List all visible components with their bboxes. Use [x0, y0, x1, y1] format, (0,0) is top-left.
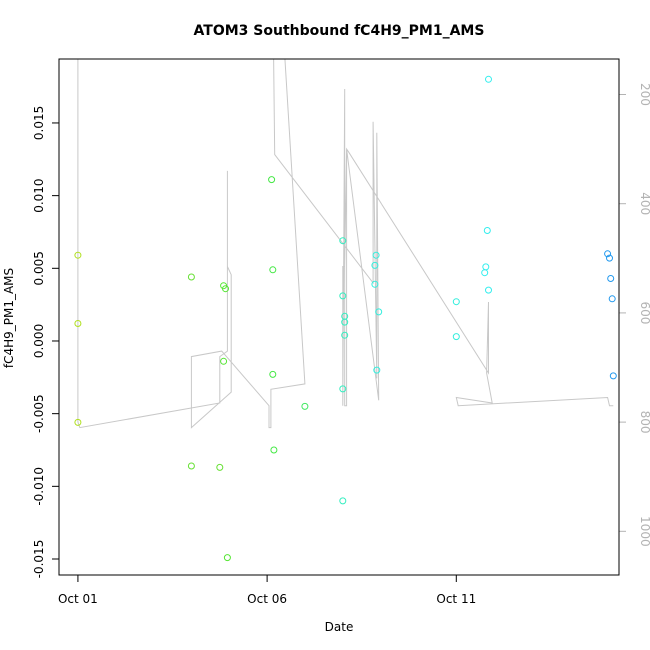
data-point: [482, 263, 490, 271]
y-tick-label: -0.015: [32, 540, 46, 579]
data-point: [187, 462, 195, 470]
data-point: [270, 446, 278, 454]
data-point: [375, 308, 383, 316]
data-point: [452, 333, 460, 341]
data-point: [301, 402, 309, 410]
y2-tick-label: 200: [638, 83, 650, 106]
plot-area-frame: [58, 58, 620, 576]
data-point: [339, 292, 347, 300]
data-point: [339, 237, 347, 245]
data-point: [481, 269, 489, 277]
y2-tick-label: 800: [638, 411, 650, 434]
y2-tick-label: 600: [638, 301, 650, 324]
data-point: [452, 298, 460, 306]
data-point: [485, 75, 492, 83]
data-point: [269, 266, 277, 274]
y2-tick-label: 400: [638, 192, 650, 215]
y-tick-label: -0.005: [32, 394, 46, 433]
data-point: [220, 357, 228, 365]
data-point: [372, 251, 380, 259]
data-points-layer: [74, 75, 617, 562]
chart-title: ATOM3 Southbound fC4H9_PM1_AMS: [194, 23, 485, 39]
y-tick-label: 0.015: [32, 106, 46, 140]
data-point: [223, 554, 231, 562]
data-point: [268, 176, 276, 184]
y-tick-label: 0.010: [32, 178, 46, 212]
data-point: [485, 286, 492, 294]
data-point: [222, 285, 229, 293]
y2-tick-label: 1000: [638, 516, 650, 547]
data-point: [269, 370, 277, 378]
data-point: [606, 254, 613, 262]
altitude-line: [77, 59, 614, 429]
altitude-line-layer: [77, 59, 614, 429]
x-tick-label: Oct 11: [436, 592, 476, 606]
data-point: [341, 331, 349, 339]
data-point: [608, 295, 616, 303]
data-point: [483, 227, 491, 234]
data-point: [74, 251, 82, 259]
y-tick-label: -0.010: [32, 467, 46, 506]
data-point: [339, 497, 347, 505]
data-point: [341, 318, 349, 326]
data-point: [74, 320, 82, 327]
x-tick-label: Oct 01: [58, 592, 98, 606]
data-point: [187, 273, 195, 281]
data-point: [216, 463, 224, 471]
y-axis-label: fC4H9_PM1_AMS: [2, 268, 16, 368]
data-point: [371, 261, 379, 269]
y-tick-label: 0.005: [32, 251, 46, 285]
y-tick-label: 0.000: [32, 324, 46, 358]
x-axis-label: Date: [325, 620, 354, 634]
data-point: [339, 385, 347, 393]
data-point: [74, 418, 82, 426]
data-point: [371, 280, 379, 288]
data-point: [609, 372, 617, 380]
data-point: [373, 366, 381, 374]
data-point: [607, 275, 615, 282]
axes-layer: Oct 01 Oct 06 Oct 11 -0.015 -0.010 -0.005 0.00…: [32, 83, 650, 606]
x-tick-label: Oct 06: [247, 592, 287, 606]
data-point: [604, 250, 612, 258]
